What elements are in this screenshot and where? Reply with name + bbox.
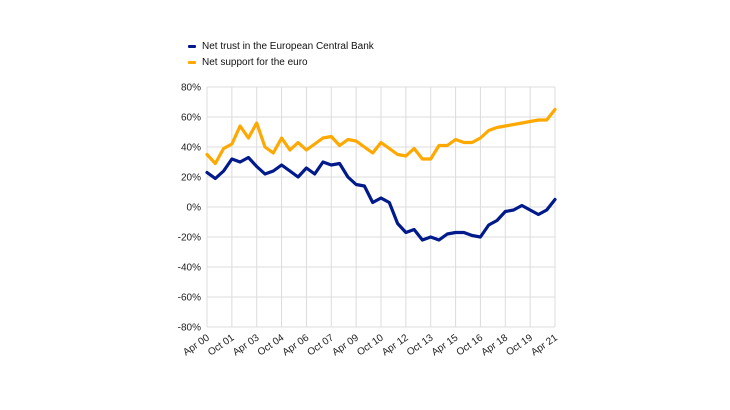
legend-swatch-euro-support (188, 60, 196, 64)
x-tick-label: Apr 21 (529, 332, 560, 358)
x-tick-label: Oct 07 (306, 332, 337, 358)
x-tick-label: Apr 06 (281, 332, 312, 358)
x-tick-label: Oct 13 (405, 332, 436, 358)
x-tick-label: Oct 19 (504, 332, 535, 358)
chart-legend: Net trust in the European Central Bank N… (188, 38, 374, 70)
y-tick-label: 0% (187, 203, 202, 214)
legend-item-euro-support: Net support for the euro (188, 54, 374, 70)
y-tick-label: -60% (178, 293, 201, 304)
y-tick-label: 40% (181, 143, 201, 154)
x-tick-label: Apr 03 (231, 332, 262, 358)
legend-label-euro-support: Net support for the euro (202, 56, 308, 68)
y-tick-label: 80% (181, 83, 201, 94)
x-tick-label: Oct 04 (256, 332, 287, 358)
y-tick-label: -40% (178, 263, 201, 274)
x-tick-label: Oct 01 (206, 332, 237, 358)
y-tick-label: 60% (181, 113, 201, 124)
x-tick-label: Apr 18 (480, 332, 511, 358)
x-tick-label: Apr 12 (380, 332, 411, 358)
x-tick-label: Apr 15 (430, 332, 461, 358)
x-tick-label: Oct 16 (455, 332, 486, 358)
legend-item-ecb-trust: Net trust in the European Central Bank (188, 38, 374, 54)
legend-swatch-ecb-trust (188, 44, 196, 48)
legend-label-ecb-trust: Net trust in the European Central Bank (202, 40, 374, 52)
x-tick-label: Oct 10 (355, 332, 386, 358)
y-tick-label: -20% (178, 233, 201, 244)
y-tick-label: 20% (181, 173, 201, 184)
x-tick-label: Apr 09 (330, 332, 361, 358)
x-tick-label: Apr 00 (181, 332, 212, 358)
y-tick-label: -80% (178, 323, 201, 334)
